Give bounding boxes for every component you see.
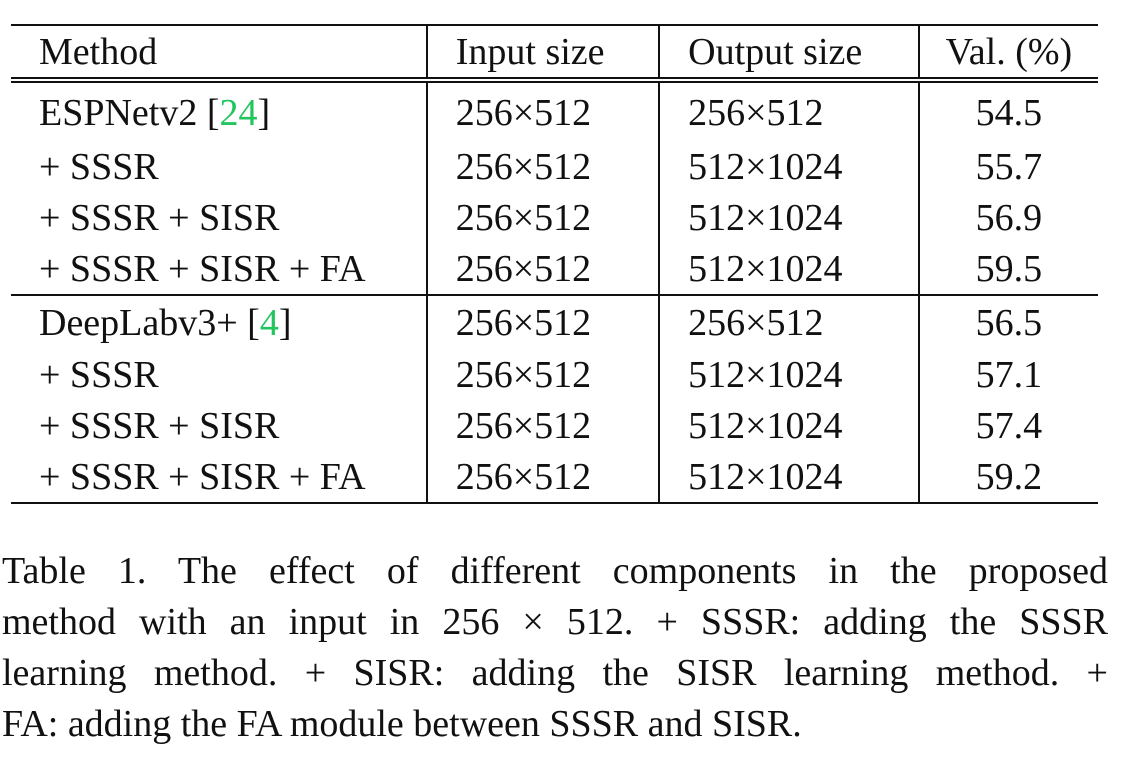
method-cell: + SSSR + SISR — [39, 196, 280, 239]
output-size-cell: 512×1024 — [658, 349, 919, 400]
table-caption: Table 1. The effect of different compone… — [2, 546, 1108, 750]
input-size-cell: 256×512 — [425, 400, 660, 451]
output-size-cell: 512×1024 — [658, 243, 919, 295]
header-method: Method — [11, 24, 427, 83]
table-group-espnetv2: ESPNetv2 [24] 256×512 256×512 54.5 + SSS… — [11, 80, 1098, 295]
output-size-cell: 512×1024 — [658, 400, 919, 451]
table-header-row: Method Input size Output size Val. (%) — [11, 24, 1098, 83]
table-row: ESPNetv2 [24] 256×512 256×512 54.5 — [11, 80, 1098, 141]
caption-line: Table 1. The effect of different compone… — [2, 550, 1108, 592]
method-cell: + SSSR + SISR + FA — [39, 247, 366, 290]
method-suffix: ] — [257, 92, 271, 134]
output-size-cell: 512×1024 — [658, 451, 919, 504]
caption-line: FA: adding the FA module between SSSR an… — [2, 703, 802, 745]
method-cell: + SSSR + SISR + FA — [11, 451, 427, 504]
output-size-cell: 512×1024 — [658, 192, 919, 243]
table-group-deeplabv3plus: DeepLabv3+ [4] 256×512 256×512 56.5 + SS… — [11, 294, 1098, 504]
header-val: Val. (%) — [917, 24, 1098, 83]
method-text: ESPNetv2 [ — [39, 92, 220, 134]
table-row: + SSSR + SISR 256×512 512×1024 56.9 — [11, 192, 1098, 243]
input-size-cell: 256×512 — [425, 80, 660, 141]
input-size-cell: 256×512 — [425, 141, 660, 192]
table-row: DeepLabv3+ [4] 256×512 256×512 56.5 — [11, 294, 1098, 349]
input-size-cell: 256×512 — [425, 451, 660, 504]
table-row: + SSSR 256×512 512×1024 57.1 — [11, 349, 1098, 400]
method-text: DeepLabv3+ [ — [39, 301, 260, 344]
caption-line: learning method. + SISR: adding the SISR… — [2, 652, 1108, 694]
results-table-container: Method Input size Output size Val. (%) E… — [11, 24, 1098, 504]
val-cell-best: 59.2 — [917, 451, 1098, 504]
header-output-size: Output size — [658, 24, 919, 83]
val-cell: 56.5 — [917, 294, 1098, 349]
output-size-cell: 512×1024 — [658, 141, 919, 192]
method-cell: ESPNetv2 [24] — [11, 80, 427, 141]
method-cell: DeepLabv3+ [4] — [11, 294, 427, 349]
method-cell: + SSSR — [39, 145, 159, 188]
citation-link[interactable]: 24 — [219, 92, 258, 134]
method-cell: + SSSR — [39, 353, 159, 396]
input-size-cell: 256×512 — [425, 349, 660, 400]
results-table: Method Input size Output size Val. (%) E… — [11, 24, 1098, 504]
val-cell: 54.5 — [917, 80, 1098, 141]
input-size-cell: 256×512 — [425, 294, 660, 349]
val-cell-best: 59.5 — [917, 243, 1098, 295]
input-size-cell: 256×512 — [425, 192, 660, 243]
output-size-cell: 256×512 — [658, 80, 919, 141]
val-cell: 57.4 — [917, 400, 1098, 451]
input-size-cell: 256×512 — [425, 243, 660, 295]
output-size-cell: 256×512 — [658, 294, 919, 349]
citation-link[interactable]: 4 — [259, 301, 279, 344]
val-cell: 56.9 — [917, 192, 1098, 243]
table-row: + SSSR + SISR 256×512 512×1024 57.4 — [11, 400, 1098, 451]
method-suffix: ] — [278, 301, 292, 344]
table-row: + SSSR + SISR + FA 256×512 512×1024 59.2 — [11, 451, 1098, 504]
caption-line: method with an input in 256 × 512. + SSS… — [2, 601, 1108, 643]
header-input-size: Input size — [425, 24, 660, 83]
table-row: + SSSR + SISR + FA 256×512 512×1024 59.5 — [11, 243, 1098, 295]
table-row: + SSSR 256×512 512×1024 55.7 — [11, 141, 1098, 192]
val-cell: 57.1 — [917, 349, 1098, 400]
method-cell: + SSSR + SISR — [39, 404, 280, 447]
val-cell: 55.7 — [917, 141, 1098, 192]
